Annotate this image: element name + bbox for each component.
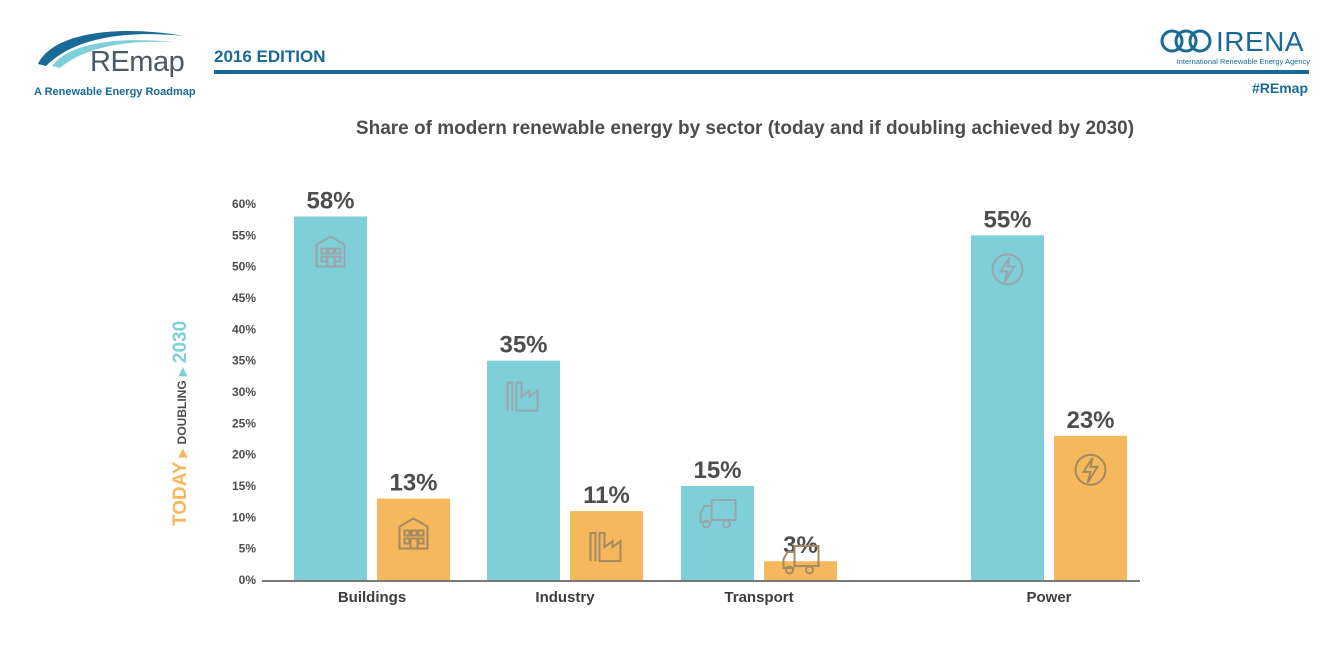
lightning-icon [991,253,1024,286]
factory-icon [506,381,539,412]
remap-tagline: A Renewable Energy Roadmap [34,86,196,98]
bar-2030-power [971,235,1044,581]
lightning-icon [1074,453,1107,486]
irena-logo-text: IRENA [1216,26,1305,57]
bar-2030-industry [487,360,560,580]
y-tick-label: 25% [232,416,256,430]
data-label: 35% [499,332,547,359]
data-label: 55% [983,206,1031,233]
edition-label: 2016 EDITION [214,47,326,66]
y-tick-label: 35% [232,354,256,368]
y-tick-label: 55% [232,228,256,242]
y-tick-label: 60% [232,197,256,211]
building-icon [398,517,429,550]
irena-globe-icon [1160,29,1212,53]
y-tick-label: 20% [232,448,256,462]
bar-today-transport [764,561,837,580]
bar-today-power [1054,435,1127,580]
x-category-label: Industry [535,589,595,606]
truck-icon [782,545,820,575]
data-label: 11% [583,482,630,509]
y-tick-label: 45% [232,291,256,305]
irena-full-name: International Renewable Energy Agency [1176,57,1310,66]
x-category-label: Power [1026,589,1071,606]
hashtag: #REmap [1251,80,1308,96]
chart-title: Share of modern renewable energy by sect… [355,118,1135,139]
remap-logo-text: REmap [90,46,185,78]
building-icon [315,235,346,268]
bar-2030-buildings [294,216,367,581]
factory-icon [589,532,622,563]
y-tick-label: 10% [232,510,256,524]
data-label: 23% [1066,407,1114,434]
x-category-label: Transport [724,589,793,606]
truck-icon [699,499,737,529]
y-tick-label: 50% [232,260,256,274]
y-tick-label: 15% [232,479,256,493]
data-label: 15% [693,457,741,484]
bar-2030-transport [681,486,754,580]
x-category-label: Buildings [338,589,406,606]
header-rule [214,70,1309,74]
remap-logo [38,31,184,68]
y-tick-label: 0% [239,573,257,587]
y-tick-label: 40% [232,322,256,336]
y-tick-label: 5% [239,542,257,556]
data-label: 58% [306,188,354,215]
y-tick-label: 30% [232,385,256,399]
data-label: 13% [389,470,437,497]
